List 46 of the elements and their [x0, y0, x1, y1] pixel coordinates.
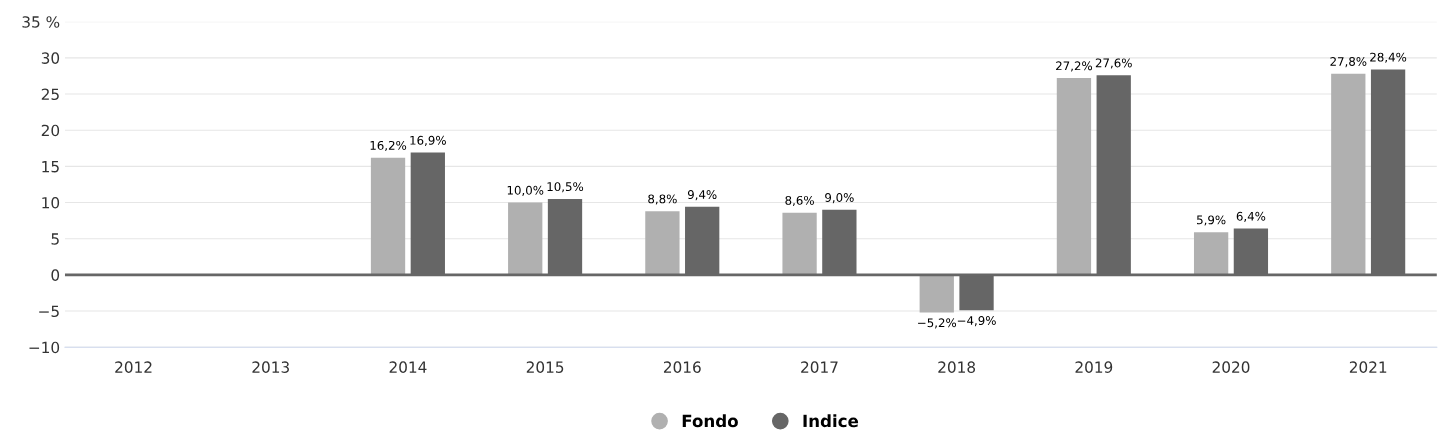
data-label: 8,6% [785, 195, 814, 207]
x-tick-label: 2018 [938, 361, 976, 373]
data-label: 16,2% [370, 140, 407, 152]
x-tick-label: 2019 [1075, 361, 1113, 373]
data-label: 16,9% [410, 135, 446, 146]
data-label: 27,6% [1095, 58, 1132, 69]
data-label: 27,2% [1056, 61, 1093, 72]
data-label: 9,0% [825, 192, 854, 204]
x-tick-label: 2020 [1212, 361, 1250, 373]
bar [919, 274, 954, 313]
data-label: 28,4% [1370, 52, 1407, 63]
y-tick-label: −10 [29, 341, 60, 354]
y-tick-label: 15 [42, 161, 59, 173]
data-label: 9,4% [687, 190, 717, 201]
bar [508, 202, 543, 275]
y-tick-label: 10 [42, 197, 60, 209]
x-tick-label: 2021 [1349, 361, 1387, 373]
legend-label: Indice [803, 414, 859, 428]
data-label: 10,5% [547, 182, 584, 193]
x-tick-label: 2016 [663, 361, 701, 373]
y-tick-label: 5 [51, 233, 59, 245]
y-tick-label: 35 % [22, 16, 60, 28]
bar [1331, 73, 1366, 275]
legend-label: Fondo [682, 414, 738, 428]
bar [370, 157, 406, 275]
x-tick-label: 2017 [801, 361, 838, 373]
data-label: 5,9% [1197, 215, 1226, 226]
x-tick-label: 2014 [389, 361, 427, 373]
x-tick-label: 2013 [252, 361, 289, 373]
y-tick-label: −5 [39, 305, 59, 318]
bar [1193, 232, 1229, 275]
data-label: 6,4% [1236, 211, 1266, 222]
data-label: 27,8% [1330, 57, 1367, 68]
bar [1056, 78, 1092, 275]
y-tick-label: 0 [51, 269, 60, 281]
data-label: 10,0% [507, 185, 544, 196]
x-tick-label: 2012 [115, 361, 152, 373]
bar [782, 212, 817, 275]
y-tick-label: 30 [41, 52, 60, 64]
x-tick-label: 2015 [526, 361, 564, 373]
y-tick-label: 25 [41, 88, 59, 101]
data-label: 8,8% [648, 194, 677, 205]
y-tick-label: 20 [41, 124, 60, 137]
bar [645, 211, 680, 275]
data-label: −5,2% [918, 318, 957, 329]
data-label: −4,9% [957, 316, 996, 327]
